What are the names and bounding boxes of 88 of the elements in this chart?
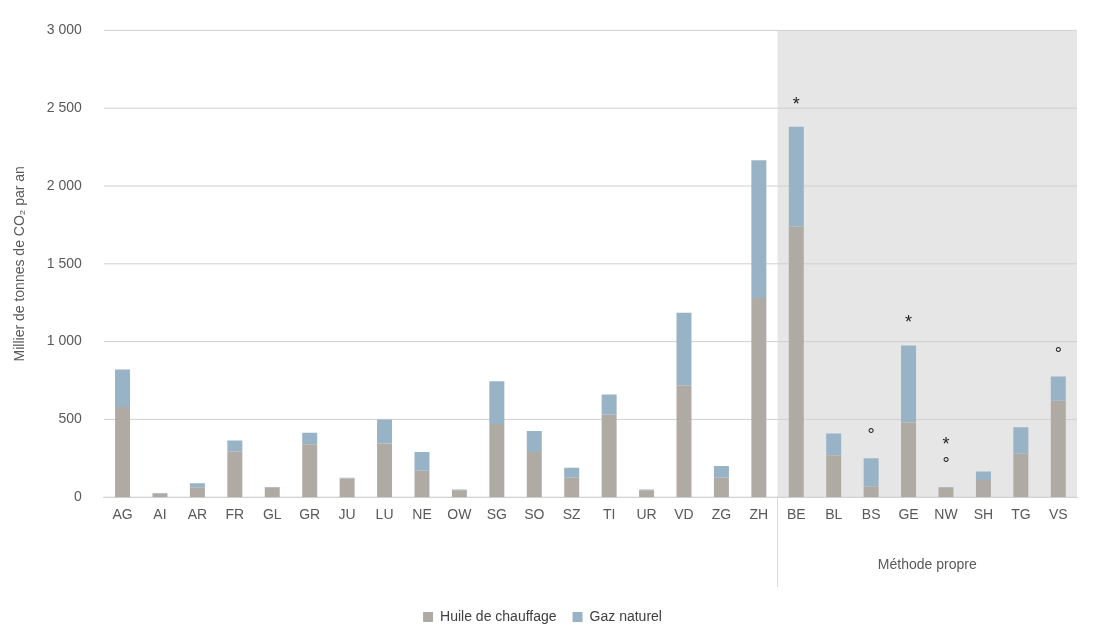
- bar: [601, 394, 617, 415]
- y-tick-label: 1 000: [46, 332, 83, 349]
- bar: [564, 467, 580, 478]
- x-tick-label: ZG: [711, 506, 732, 523]
- bar: [751, 160, 767, 299]
- x-tick-label: GL: [262, 506, 282, 523]
- bar: [414, 452, 430, 471]
- bar: [788, 226, 804, 498]
- bar: [526, 452, 542, 498]
- text: Méthode propre: [877, 556, 977, 573]
- x-tick-label: BE: [786, 506, 806, 523]
- bar: [227, 440, 243, 452]
- bar: [189, 483, 205, 488]
- bar: [826, 455, 842, 498]
- x-tick-label: AI: [153, 506, 167, 523]
- x-tick-label: NW: [934, 506, 959, 523]
- bar: [975, 471, 991, 481]
- x-tick-label: BS: [861, 506, 881, 523]
- bar: [901, 422, 917, 498]
- x-tick-label: SG: [486, 506, 507, 523]
- annotation: °: [1054, 343, 1062, 364]
- bar: [377, 419, 393, 444]
- bar: [1013, 427, 1029, 454]
- bar: [788, 126, 804, 227]
- bar: [189, 487, 205, 498]
- x-tick-label: TG: [1011, 506, 1031, 523]
- bar: [302, 432, 318, 445]
- bar: [676, 385, 692, 498]
- x-tick-label: GR: [299, 506, 321, 523]
- x-tick-label: VD: [674, 506, 694, 523]
- y-axis-title: Millier de tonnes de CO₂ par an: [11, 166, 28, 362]
- bar: [564, 477, 580, 498]
- bar: [339, 478, 355, 498]
- x-tick-label: GE: [898, 506, 919, 523]
- x-tick-label: LU: [375, 506, 394, 523]
- bar: [676, 312, 692, 386]
- x-tick-label: AR: [187, 506, 208, 523]
- y-tick-label: 3 000: [46, 21, 83, 38]
- bar: [302, 444, 318, 498]
- bar: [489, 381, 505, 425]
- bar: [1050, 400, 1066, 498]
- y-tick-label: 500: [58, 410, 83, 427]
- bar: [451, 490, 467, 498]
- bar: [115, 406, 131, 498]
- x-tick-label: SO: [524, 506, 545, 523]
- bar: [863, 486, 879, 498]
- bar: [901, 345, 917, 423]
- x-tick-label: AG: [112, 506, 133, 523]
- bar: [938, 487, 954, 498]
- bar: [414, 470, 430, 498]
- bar: [863, 458, 879, 487]
- bar: [1050, 376, 1066, 401]
- bar: [713, 466, 729, 478]
- x-tick-label: JU: [338, 506, 356, 523]
- bar: [1013, 453, 1029, 498]
- bar: [377, 443, 393, 498]
- annotation: °: [867, 425, 875, 446]
- x-tick-label: SZ: [562, 506, 582, 523]
- annotation: *: [905, 312, 913, 333]
- annotation: *: [792, 93, 800, 114]
- y-tick-label: 1 500: [46, 254, 83, 271]
- bar: [601, 414, 617, 498]
- bar: [489, 424, 505, 498]
- annotation: °: [942, 454, 950, 475]
- bar: [526, 431, 542, 453]
- legend-label: Gaz naturel: [589, 607, 662, 624]
- x-tick-label: ZH: [749, 506, 769, 523]
- x-tick-label: BL: [825, 506, 843, 523]
- bar: [115, 369, 131, 407]
- bar: [751, 298, 767, 498]
- bar: [639, 490, 655, 498]
- x-tick-label: FR: [225, 506, 245, 523]
- bar: [975, 480, 991, 498]
- x-tick-label: NE: [412, 506, 432, 523]
- x-tick-label: UR: [636, 506, 657, 523]
- y-tick-label: 2 000: [46, 176, 83, 193]
- annotation: *: [942, 434, 950, 455]
- x-tick-label: SH: [973, 506, 994, 523]
- x-tick-label: VS: [1048, 506, 1068, 523]
- bar: [264, 487, 280, 498]
- x-tick-label: OW: [447, 506, 473, 523]
- y-tick-label: 2 500: [46, 99, 83, 116]
- bar: [826, 433, 842, 456]
- y-tick-label: 0: [74, 488, 83, 505]
- bar: [227, 451, 243, 498]
- legend-label: Huile de chauffage: [440, 607, 557, 624]
- bar: [713, 477, 729, 498]
- x-tick-label: TI: [602, 506, 616, 523]
